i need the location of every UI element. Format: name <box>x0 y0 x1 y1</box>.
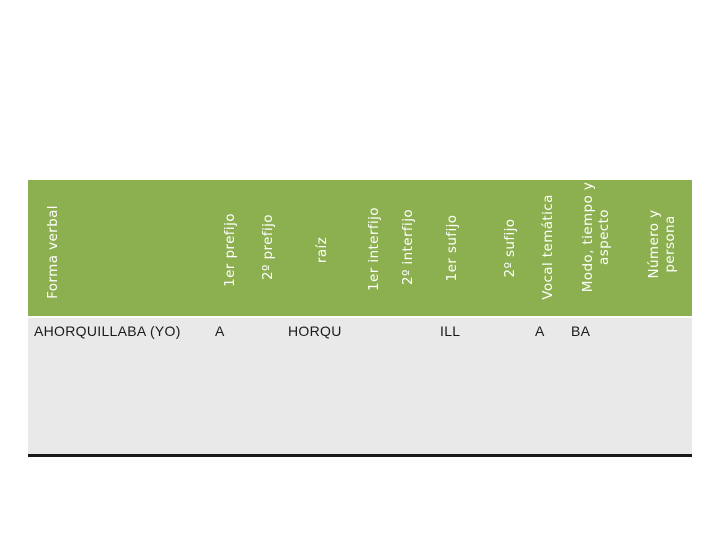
header-segundo-prefijo: 2º prefijo <box>260 214 276 280</box>
table-body <box>28 318 692 455</box>
header-modo-line1: Modo, tiempo y <box>580 181 596 293</box>
header-forma-verbal: Forma verbal <box>45 205 61 299</box>
morphology-table: Forma verbal 1er prefijo 2º prefijo raíz… <box>28 180 692 457</box>
header-divider <box>28 316 692 318</box>
header-raiz: raíz <box>314 236 330 264</box>
header-numero-line2: persona <box>662 215 678 273</box>
header-segundo-interfijo: 2º interfijo <box>400 208 416 286</box>
cell-modo: BA <box>571 323 591 339</box>
cell-vocal-tematica: A <box>535 323 545 339</box>
cell-primer-prefijo: A <box>215 323 225 339</box>
header-primer-interfijo: 1er interfijo <box>366 207 382 291</box>
header-primer-prefijo: 1er prefijo <box>222 213 238 287</box>
header-primer-sufijo: 1er sufijo <box>444 214 460 282</box>
header-numero-persona: Número y persona <box>638 180 686 317</box>
cell-forma-verbal: AHORQUILLABA (YO) <box>34 323 181 339</box>
header-numero-line1: Número y <box>646 209 662 279</box>
header-modo-tiempo-aspecto: Modo, tiempo y aspecto <box>572 180 620 317</box>
cell-primer-sufijo: ILL <box>440 323 461 339</box>
header-segundo-sufijo: 2º sufijo <box>502 218 518 278</box>
header-modo-line2: aspecto <box>596 209 612 265</box>
header-vocal-tematica: Vocal temática <box>540 194 556 300</box>
bottom-divider <box>28 454 692 457</box>
cell-raiz: HORQU <box>288 323 342 339</box>
table-header: Forma verbal 1er prefijo 2º prefijo raíz… <box>28 180 692 317</box>
